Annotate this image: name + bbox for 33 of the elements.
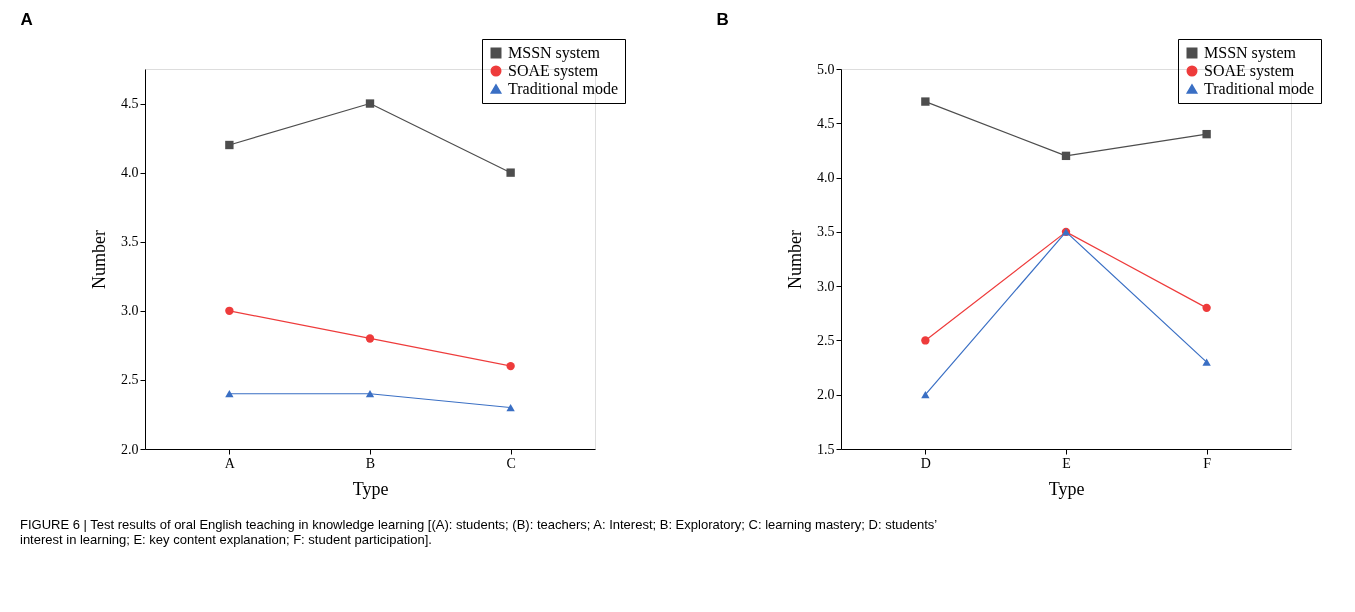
y-tick-label: 4.0 — [817, 170, 835, 186]
legend-label: Traditional mode — [508, 80, 619, 97]
y-tick-label: 3.0 — [817, 278, 835, 294]
x-tick-label: E — [1062, 455, 1071, 471]
y-tick-label: 3.0 — [121, 303, 139, 319]
chart-title: A — [20, 9, 33, 29]
legend-label: SOAE system — [1204, 62, 1295, 80]
y-tick-label: 3.5 — [817, 224, 835, 240]
legend-label: MSSN system — [1204, 44, 1297, 62]
legend-label: MSSN system — [508, 44, 601, 62]
x-tick-label: A — [224, 455, 236, 471]
y-tick-label: 4.5 — [121, 96, 139, 112]
y-tick-label: 2.0 — [817, 387, 835, 403]
y-tick-label: 5.0 — [817, 61, 835, 77]
x-tick-label: B — [365, 455, 376, 471]
x-tick-label: D — [920, 455, 931, 471]
y-tick-label: 2.5 — [121, 372, 139, 388]
y-tick-label: 2.0 — [121, 441, 139, 457]
y-axis-title: Number — [89, 230, 109, 289]
x-tick-label: C — [506, 455, 516, 471]
x-tick-label: F — [1203, 455, 1212, 471]
y-tick-label: 4.5 — [817, 115, 835, 131]
y-tick-label: 3.5 — [121, 234, 139, 250]
legend-label: Traditional mode — [1204, 80, 1315, 97]
y-tick-label: 4.0 — [121, 165, 139, 181]
legend-label: SOAE system — [508, 62, 599, 80]
x-axis-title: Type — [352, 478, 389, 499]
y-tick-label: 2.5 — [817, 332, 835, 348]
chart-title: B — [716, 9, 729, 29]
x-axis-title: Type — [1048, 478, 1085, 499]
y-tick-label: 1.5 — [817, 441, 835, 457]
caption: FIGURE 6 | Test results of oral English teaching in knowledge learning [(A): students; (B): teachers; A: Interest; B: Exploratory; C: learning mastery; D: students’ interest in learning; E: key content explanation; F: student participation]. — [20, 516, 938, 547]
y-axis-title: Number — [785, 230, 805, 289]
